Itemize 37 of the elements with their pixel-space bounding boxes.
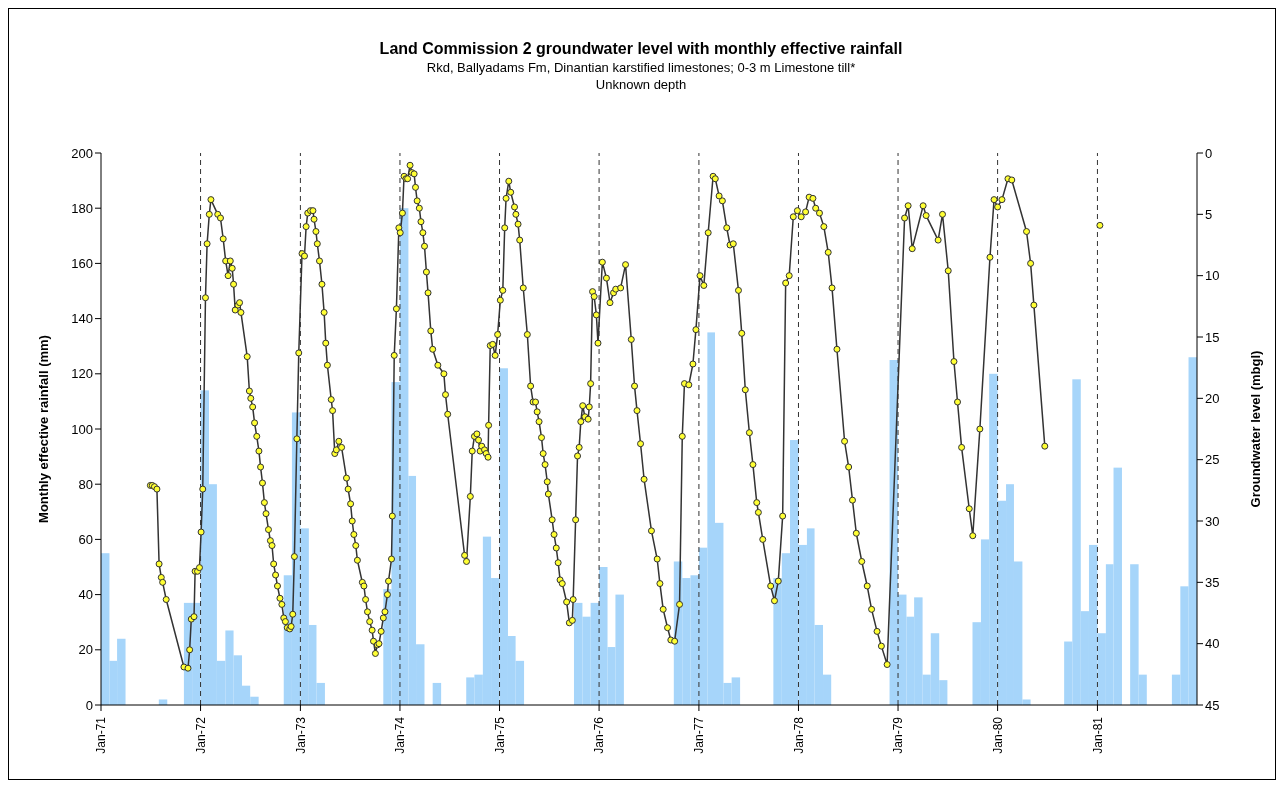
y2-tick-label: 40 [1205,636,1220,652]
x-tick-label: Jan-71 [94,716,109,754]
x-tick-label: Jan-77 [692,716,707,754]
y-tick-label: 120 [71,366,93,382]
y-tick-label: 160 [71,256,93,272]
x-tick-label: Jan-80 [990,716,1005,754]
y2-tick-label: 5 [1205,206,1213,222]
y-axis-title: Monthly effective rainfall (mm) [35,335,51,523]
chart-title: Land Commission 2 groundwater level with monthly effective rainfall [378,39,904,59]
y-tick-label: 20 [78,642,93,658]
x-tick-label: Jan-81 [1090,716,1105,754]
y2-tick-label: 0 [1205,145,1213,161]
y2-tick-label: 30 [1205,513,1220,529]
x-tick-label: Jan-79 [891,716,906,754]
y2-tick-label: 20 [1205,390,1220,406]
x-tick-label: Jan-72 [193,716,208,754]
y-tick-label: 180 [71,200,93,216]
y-tick-label: 40 [78,587,93,603]
y-tick-label: 80 [78,476,93,492]
y-tick-label: 200 [71,145,93,161]
y-tick-label: 140 [71,311,93,327]
y-tick-label: 0 [85,697,93,713]
chart-subtitle: Rkd, Ballyadams Fm, Dinantian karstified limestones; 0-3 m Limestone till* Unknown depth [425,59,857,93]
y-tick-label: 60 [78,532,93,548]
y2-tick-label: 25 [1205,452,1220,468]
y2-tick-label: 45 [1205,697,1220,713]
bar [432,682,442,705]
y2-tick-label: 35 [1205,574,1220,590]
y2-tick-label: 15 [1205,329,1220,345]
y-tick-label: 100 [71,421,93,437]
x-tick-label: Jan-73 [293,716,308,754]
x-tick-label: Jan-76 [592,716,607,754]
y2-tick-label: 10 [1205,268,1220,284]
x-tick-label: Jan-78 [791,716,806,754]
x-tick-label: Jan-75 [492,716,507,754]
y2-axis-title: Groundwater level (mbgl) [1247,350,1263,508]
x-tick-label: Jan-74 [393,716,408,754]
